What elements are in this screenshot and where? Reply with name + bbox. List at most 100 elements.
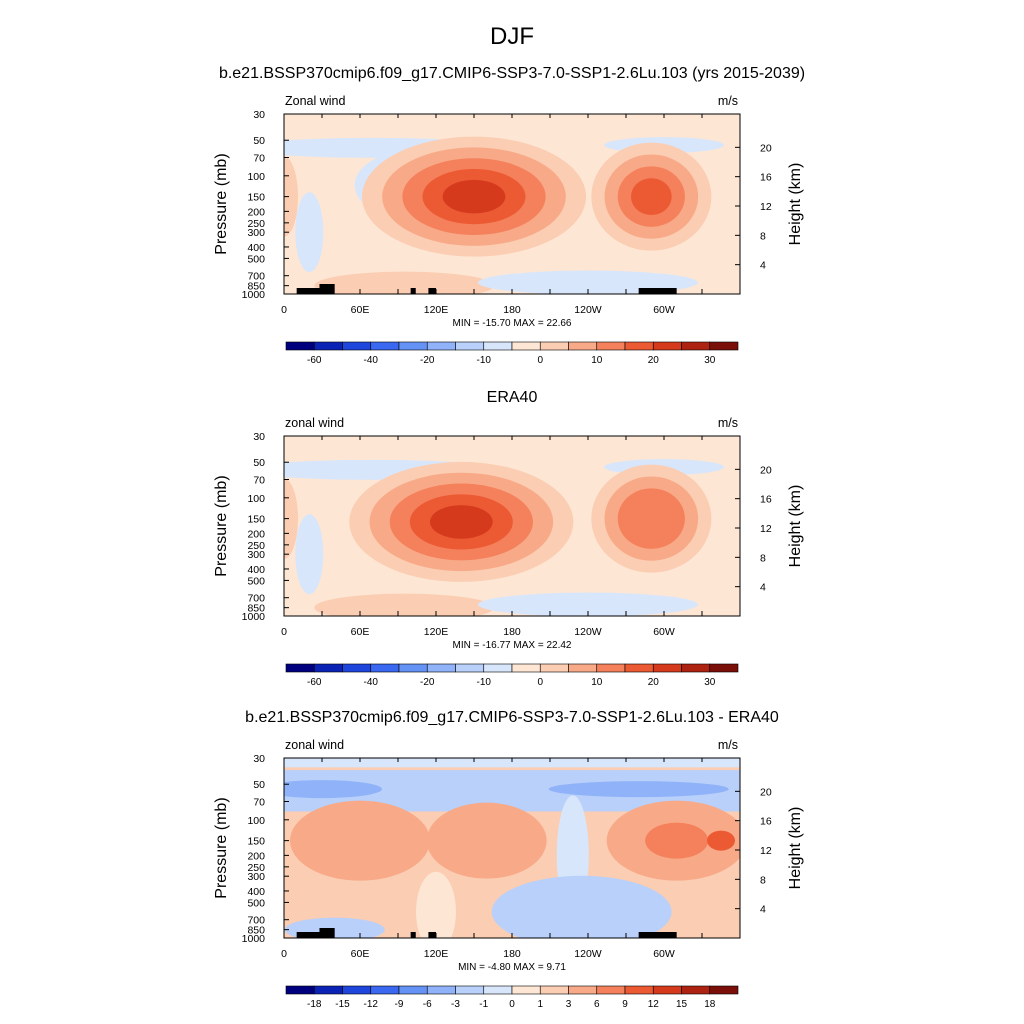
- colorbar-box: [398, 341, 428, 351]
- colorbar-box: [455, 663, 485, 673]
- height-tick-label: 20: [760, 786, 772, 798]
- colorbar-box: [568, 663, 598, 673]
- x-tick-label: 120E: [424, 948, 449, 960]
- contour-field: [284, 114, 740, 294]
- y-tick-label: 850: [247, 281, 265, 293]
- y-tick-label: 250: [247, 540, 265, 552]
- colorbar-box: [426, 341, 456, 351]
- y-axis-title-right: Height (km): [787, 485, 804, 568]
- min-max-stats: MIN = -15.70 MAX = 22.66: [453, 318, 572, 329]
- colorbar-label: -18: [307, 999, 322, 1010]
- y-tick-label: 850: [247, 925, 265, 937]
- colorbar-box: [285, 985, 315, 995]
- height-tick-label: 16: [760, 816, 772, 828]
- y-tick-label: 700: [247, 915, 265, 927]
- colorbar-label: -15: [335, 999, 350, 1010]
- height-tick-label: 4: [760, 582, 766, 594]
- min-max-stats: MIN = -16.77 MAX = 22.42: [453, 640, 572, 651]
- colorbar-label: 3: [566, 999, 572, 1010]
- y-axis-title: Pressure (mb): [213, 153, 230, 254]
- colorbar-label: -10: [477, 355, 492, 366]
- colorbar-box: [370, 985, 400, 995]
- x-tick-label: 60W: [653, 304, 675, 316]
- height-tick-label: 20: [760, 464, 772, 476]
- colorbar-box: [313, 663, 343, 673]
- panel-observation: ERA40 zonal wind m/s 0 60E 120E 180 120W 60W 30 50…: [213, 389, 804, 688]
- x-tick-label: 120E: [424, 626, 449, 638]
- y-tick-label: 200: [247, 528, 265, 540]
- variable-label: zonal wind: [285, 738, 344, 752]
- y-tick-label: 500: [247, 897, 265, 909]
- panel-difference: b.e21.BSSP370cmip6.f09_g17.CMIP6-SSP3-7.…: [213, 709, 804, 1010]
- colorbar-box: [426, 663, 456, 673]
- colorbar-box: [539, 663, 569, 673]
- x-tick-label: 180: [503, 626, 521, 638]
- colorbar-box: [652, 985, 682, 995]
- height-tick-label: 4: [760, 260, 766, 272]
- colorbar-box: [455, 341, 485, 351]
- colorbar-label: -60: [307, 355, 322, 366]
- y-tick-label: 100: [247, 815, 265, 827]
- colorbar-label: 20: [648, 355, 660, 366]
- x-tick-label: 60E: [351, 948, 370, 960]
- colorbar-box: [483, 663, 513, 673]
- colorbar-label: -40: [364, 677, 379, 688]
- y-tick-label: 50: [253, 135, 265, 147]
- colorbar-box: [370, 341, 400, 351]
- y-tick-label: 700: [247, 271, 265, 283]
- colorbar-box: [624, 663, 654, 673]
- colorbar-label: -12: [364, 999, 379, 1010]
- y-tick-label: 300: [247, 871, 265, 883]
- y-tick-label: 70: [253, 152, 265, 164]
- x-tick-label: 60W: [653, 948, 675, 960]
- y-axis-title: Pressure (mb): [213, 475, 230, 576]
- colorbar-box: [596, 663, 626, 673]
- y-axis-title: Pressure (mb): [213, 797, 230, 898]
- x-tick-label: 120W: [574, 626, 602, 638]
- y-tick-label: 150: [247, 514, 265, 526]
- y-tick-label: 50: [253, 457, 265, 469]
- colorbar-label: -40: [364, 355, 379, 366]
- colorbar-box: [511, 341, 541, 351]
- colorbar-label: -10: [477, 677, 492, 688]
- colorbar-box: [426, 985, 456, 995]
- units-label: m/s: [718, 416, 738, 430]
- colorbar-label: 0: [537, 677, 543, 688]
- y-tick-label: 200: [247, 850, 265, 862]
- colorbar-label: 30: [704, 677, 716, 688]
- y-tick-label: 400: [247, 242, 265, 254]
- y-tick-label: 1000: [242, 289, 266, 301]
- colorbar-box: [568, 341, 598, 351]
- colorbar-box: [342, 985, 372, 995]
- colorbar-label: 15: [676, 999, 688, 1010]
- y-tick-label: 50: [253, 779, 265, 791]
- colorbar: -60 -40 -20 -10 0 10 20 30: [285, 663, 739, 688]
- colorbar-box: [285, 341, 315, 351]
- colorbar-label: 12: [648, 999, 660, 1010]
- colorbar-box: [313, 985, 343, 995]
- colorbar-box: [398, 663, 428, 673]
- x-tick-label: 120W: [574, 948, 602, 960]
- colorbar-label: 9: [622, 999, 628, 1010]
- y-tick-label: 500: [247, 253, 265, 265]
- contour-field: [284, 436, 740, 616]
- units-label: m/s: [718, 738, 738, 752]
- colorbar-box: [568, 985, 598, 995]
- y-tick-label: 700: [247, 593, 265, 605]
- y-tick-label: 30: [253, 431, 265, 443]
- colorbar-box: [681, 985, 711, 995]
- colorbar-label: -6: [423, 999, 432, 1010]
- y-tick-label: 70: [253, 796, 265, 808]
- y-tick-label: 300: [247, 227, 265, 239]
- y-tick-label: 30: [253, 753, 265, 765]
- colorbar-box: [370, 663, 400, 673]
- figure-title: DJF: [490, 23, 534, 50]
- height-tick-label: 12: [760, 523, 772, 535]
- colorbar-label: 1: [537, 999, 543, 1010]
- colorbar-label: -3: [451, 999, 460, 1010]
- colorbar-box: [539, 341, 569, 351]
- height-tick-label: 16: [760, 494, 772, 506]
- colorbar-box: [313, 341, 343, 351]
- y-axis-title-right: Height (km): [787, 807, 804, 890]
- colorbar-box: [709, 985, 739, 995]
